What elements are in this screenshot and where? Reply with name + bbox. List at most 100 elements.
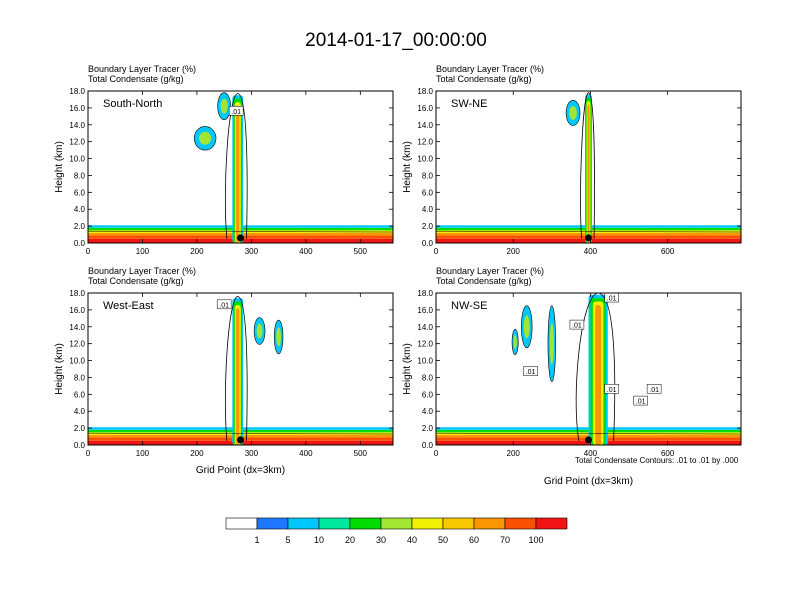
condensate-contour (580, 92, 595, 239)
panel-field (436, 92, 741, 243)
cloud-blob-core-1 (220, 98, 228, 114)
cloud-blob-core-0 (256, 323, 263, 339)
xtick-label-0: 0 (86, 449, 91, 458)
colorbar-swatch-6 (411, 517, 444, 530)
ytick-label-7: 14.0 (417, 323, 433, 332)
contour-label-box-0 (569, 319, 585, 330)
contour-label-box-4 (633, 395, 648, 406)
panel-subtitle-condensate: Total Condensate (g/kg) (436, 74, 532, 84)
cloud-blob-core-1 (513, 335, 517, 349)
cloud-blob-core-0 (199, 131, 212, 145)
ytick-label-2: 4.0 (422, 407, 434, 416)
colorbar-label-5: 40 (407, 535, 417, 545)
xtick-label-3: 300 (245, 247, 259, 256)
figure-title: 2014-01-17_00:00:00 (305, 30, 487, 51)
colorbar-label-2: 10 (314, 535, 324, 545)
ylabel: Height (km) (54, 343, 65, 395)
contour-label-box-5 (646, 384, 662, 394)
ytick-label-4: 8.0 (422, 171, 434, 180)
panel-field: .01 (88, 295, 393, 445)
ytick-label-8: 16.0 (69, 306, 85, 315)
ytick-label-2: 4.0 (74, 205, 86, 214)
plume-layer-3 (595, 304, 602, 445)
contour-label-0: .01 (572, 323, 582, 330)
ytick-label-6: 12.0 (417, 138, 433, 147)
panel-frame (435, 292, 742, 446)
ytick-label-7: 14.0 (417, 121, 433, 130)
panel-field: .01 (88, 92, 393, 243)
source-marker (585, 436, 592, 444)
xtick-label-0: 0 (86, 247, 91, 256)
ylabel: Height (km) (54, 141, 65, 193)
plume-layer-3 (587, 104, 590, 243)
contour-label-5: .01 (649, 387, 659, 394)
ytick-label-4: 8.0 (422, 373, 434, 382)
colorbar-swatch-3 (318, 517, 351, 530)
xtick-label-2: 400 (584, 449, 598, 458)
ytick-label-8: 16.0 (417, 306, 433, 315)
colorbar-swatch-0 (225, 517, 258, 530)
colorbar-label-0: 1 (254, 535, 259, 545)
colorbar-swatch-9 (504, 517, 537, 530)
source-marker (585, 234, 592, 242)
xlabel: Grid Point (dx=3km) (196, 465, 285, 476)
colorbar-swatch-10 (535, 517, 568, 530)
ytick-label-9: 18.0 (69, 289, 85, 298)
ytick-label-0: 0.0 (422, 239, 434, 248)
xtick-label-4: 400 (299, 449, 313, 458)
xtick-label-3: 300 (245, 449, 259, 458)
contour-label-box-0 (228, 106, 244, 116)
xtick-label-0: 0 (434, 449, 439, 458)
ytick-label-0: 0.0 (74, 239, 86, 248)
ytick-label-3: 6.0 (74, 188, 86, 197)
ytick-label-7: 14.0 (69, 323, 85, 332)
colorbar-swatch-8 (473, 517, 506, 530)
panel-subtitle-tracer: Boundary Layer Tracer (%) (88, 64, 196, 74)
colorbar: 1 5 10 20 30 40 50 60 70 100 (225, 517, 568, 545)
ytick-label-1: 2.0 (422, 424, 434, 433)
panel-subtitle-tracer: Boundary Layer Tracer (%) (88, 266, 196, 276)
ytick-label-6: 12.0 (417, 340, 433, 349)
source-marker (237, 436, 244, 444)
ytick-label-5: 10.0 (417, 357, 433, 366)
xtick-label-3: 600 (661, 449, 675, 458)
colorbar-swatch-2 (287, 517, 320, 530)
contour-label-3: .01 (607, 387, 617, 394)
contour-label-box-0 (216, 299, 232, 310)
ytick-label-0: 0.0 (422, 441, 434, 450)
ytick-label-2: 4.0 (422, 205, 434, 214)
xtick-label-5: 500 (354, 247, 368, 256)
colorbar-label-7: 60 (469, 535, 479, 545)
ytick-label-3: 6.0 (74, 390, 86, 399)
contour-label-1: .01 (607, 296, 617, 303)
panel-frame (435, 90, 742, 244)
ytick-label-9: 18.0 (69, 87, 85, 96)
plume-layer-3 (236, 105, 240, 243)
condensate-contour (224, 295, 248, 441)
low-cloud-contour (88, 230, 393, 233)
ytick-label-1: 2.0 (74, 222, 86, 231)
ylabel: Height (km) (402, 343, 413, 395)
colorbar-label-4: 30 (376, 535, 386, 545)
ytick-label-9: 18.0 (417, 289, 433, 298)
panel-2: Boundary Layer Tracer (%)Total Condensat… (402, 64, 742, 256)
xtick-label-1: 200 (507, 449, 521, 458)
panel-subtitle-condensate: Total Condensate (g/kg) (436, 276, 532, 286)
contour-footnote: Total Condensate Contours: .01 to .01 by… (575, 456, 739, 465)
ytick-label-1: 2.0 (422, 222, 434, 231)
ytick-label-4: 8.0 (74, 171, 86, 180)
ytick-label-8: 16.0 (417, 104, 433, 113)
contour-label-0: .01 (219, 302, 229, 309)
source-marker (237, 234, 244, 242)
cloud-blob-core-2 (549, 322, 554, 365)
contour-label-box-2 (523, 366, 538, 376)
panel-label: West-East (103, 300, 154, 312)
panel-subtitle-condensate: Total Condensate (g/kg) (88, 74, 184, 84)
panel-label: SW-NE (451, 98, 487, 110)
ytick-label-0: 0.0 (74, 441, 86, 450)
xtick-label-1: 100 (136, 247, 150, 256)
xtick-label-1: 200 (507, 247, 521, 256)
ytick-label-4: 8.0 (74, 373, 86, 382)
panel-3: Boundary Layer Tracer (%)Total Condensat… (54, 266, 394, 476)
